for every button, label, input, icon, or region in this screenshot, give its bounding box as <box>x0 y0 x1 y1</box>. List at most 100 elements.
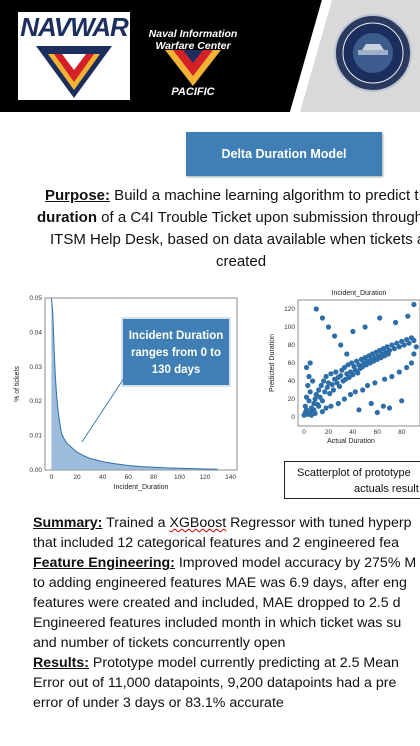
x-tick-label: 40 <box>99 474 107 481</box>
scatter-point <box>364 382 371 389</box>
scatter-point <box>391 346 397 352</box>
results-line-1: Results: Prototype model currently predi… <box>33 654 399 674</box>
scatter-point <box>333 369 339 375</box>
scatter-point <box>356 407 362 413</box>
model-title-button[interactable]: Delta Duration Model <box>186 132 382 176</box>
scatter-point <box>318 382 324 389</box>
x-axis-label: Actual Duration <box>327 438 375 445</box>
scatter-point <box>408 360 415 366</box>
niwc-chevron-icon <box>165 50 221 86</box>
scatter-point <box>406 340 412 346</box>
scatter-point <box>347 391 354 398</box>
duration-distribution-chart: 0 20 40 60 80 100 120 140 0.00 0.01 0.02 0.03 0.04 0.… <box>14 295 238 491</box>
scatter-point <box>413 344 419 350</box>
scatter-point <box>329 382 335 388</box>
scatter-point <box>372 380 378 386</box>
scatter-point <box>411 301 417 308</box>
x-tick-label: 0 <box>302 429 306 436</box>
scatter-point <box>316 387 322 393</box>
scatter-point <box>328 371 334 377</box>
scatter-point <box>328 403 334 409</box>
scatter-point <box>322 389 328 395</box>
scatter-point <box>386 347 393 353</box>
y-tick-label: 120 <box>284 306 295 313</box>
y-tick-label: 0.01 <box>29 433 42 440</box>
scatter-point <box>319 315 325 321</box>
scatter-point <box>324 384 330 390</box>
y-axis-label: % of tickets <box>14 366 21 402</box>
scatter-point <box>303 364 310 371</box>
results-line-3: error of under 3 days or 83.1% accurate <box>33 695 284 711</box>
x-axis-label: Incident_Duration <box>114 484 169 491</box>
y-tick-label: 40 <box>288 378 296 385</box>
feature-eng-line-5: and number of tickets concurrently open <box>33 635 286 651</box>
scatter-point <box>305 382 311 389</box>
summary-text-b: Regressor with tuned hyperp <box>226 515 412 531</box>
feature-eng-text: Improved model accuracy by 275% M <box>174 555 417 571</box>
y-tick-label: 0.04 <box>29 329 42 336</box>
scatter-point <box>389 373 395 380</box>
scatter-point <box>344 351 350 357</box>
scatter-point <box>377 315 383 321</box>
plot-frame <box>297 299 420 427</box>
x-tick-label: 40 <box>349 429 357 436</box>
scatter-point <box>352 389 358 395</box>
summary-line-2: that included 12 categorical features an… <box>33 535 399 551</box>
y-tick-label: 20 <box>288 396 296 403</box>
callout-pointer <box>81 371 129 443</box>
navwar-logo: NAVWAR <box>18 12 130 100</box>
scatter-point <box>332 333 338 339</box>
summary-line-1: Summary: Trained a XGBoost Regressor wit… <box>33 514 412 534</box>
feature-eng-line-2: to adding engineered features MAE was 6.… <box>33 575 407 591</box>
scatter-point <box>396 344 402 350</box>
scatter-point <box>323 373 329 380</box>
y-tick-label: 0 <box>291 414 295 421</box>
scatter-point <box>325 324 332 330</box>
scatter-point <box>312 410 318 416</box>
scatter-point <box>330 387 336 393</box>
scatter-point <box>401 342 407 348</box>
scatter-point <box>310 378 316 384</box>
purpose-label: Purpose: <box>45 187 111 204</box>
y-tick-label: 0.02 <box>29 398 42 405</box>
scatter-point <box>380 403 386 409</box>
density-area <box>51 298 218 470</box>
scatter-point <box>405 313 411 319</box>
scatter-point <box>313 306 319 312</box>
scatter-caption: Scatterplot of prototype actuals result <box>284 461 420 499</box>
scatter-point <box>302 403 308 409</box>
scatter-point <box>319 398 325 404</box>
navwar-logo-text: NAVWAR <box>20 12 129 42</box>
y-tick-label: 60 <box>288 360 296 367</box>
scatter-point <box>382 376 388 382</box>
scatter-point <box>338 373 344 379</box>
y-tick-label: 0.00 <box>29 467 42 474</box>
x-tick-label: 20 <box>325 429 333 436</box>
scatter-point <box>316 403 322 409</box>
scatter-point <box>341 364 347 371</box>
y-axis-label: Predicted Duration <box>269 334 276 392</box>
scatter-point <box>335 400 341 407</box>
x-tick-label: 100 <box>174 474 185 481</box>
x-tick-label: 60 <box>374 429 382 436</box>
scatter-point <box>327 391 333 397</box>
caption-line-2: actuals result <box>354 483 419 495</box>
x-tick-label: 60 <box>125 474 133 481</box>
feature-eng-line-1: Feature Engineering: Improved model accu… <box>33 554 416 574</box>
y-tick-label: 0.05 <box>29 295 42 302</box>
scatter-point <box>306 373 312 380</box>
scatter-point <box>411 351 417 357</box>
scatter-point <box>312 396 318 402</box>
scatter-point <box>313 391 319 398</box>
density-line <box>50 297 218 470</box>
command-seal-icon <box>334 14 412 92</box>
scatter-title: Incident_Duration <box>332 290 387 297</box>
scatter-point <box>319 409 325 415</box>
scatter-point <box>338 342 344 348</box>
purpose-line-3: ITSM Help Desk, based on data available … <box>50 231 420 248</box>
org-title: Naval Information Warfare Center <box>148 28 238 52</box>
scatter-point <box>323 405 329 411</box>
scatter-point <box>404 364 410 371</box>
results-line-2: Error out of 11,000 datapoints, 9,200 da… <box>33 675 397 691</box>
results-label: Results: <box>33 655 89 671</box>
